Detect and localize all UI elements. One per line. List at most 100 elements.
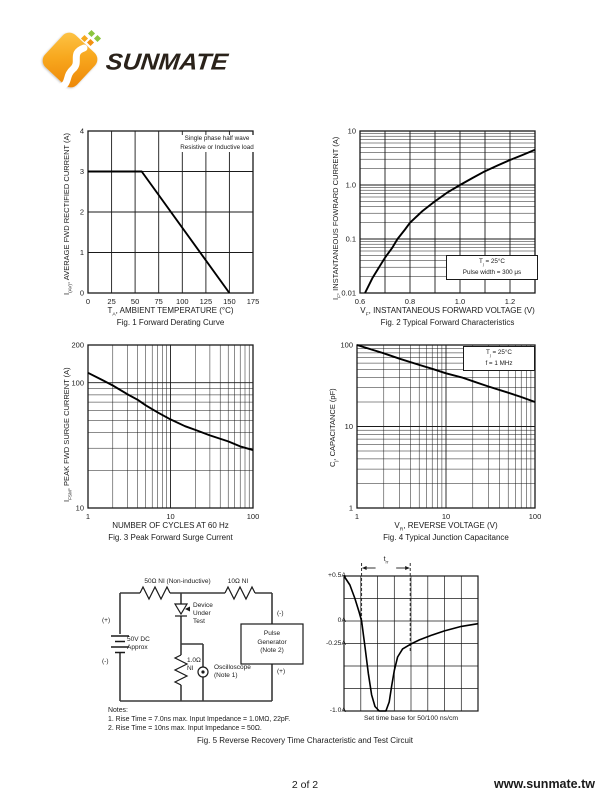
resistor-10ohm-label: 10Ω NI xyxy=(227,578,249,585)
x-tick-label: 150 xyxy=(223,297,236,306)
website-url: www.sunmate.tw xyxy=(494,777,595,791)
y-tick-label: 100 xyxy=(340,341,353,350)
brand-name: SUNMATE xyxy=(104,49,230,75)
plot-border xyxy=(87,130,254,294)
plot-border xyxy=(359,130,536,294)
y-tick-label: 1 xyxy=(349,504,353,513)
test-circuit: 50Ω NI (Non-inductive) 10Ω NI (+) (-) 50… xyxy=(100,560,340,750)
plot-border xyxy=(343,575,479,712)
resistor-50ohm-label: 50Ω NI (Non-inductive) xyxy=(144,578,211,585)
y-tick-label: 0.1 xyxy=(346,235,356,244)
x-tick-label: 25 xyxy=(107,297,115,306)
pulse-generator-box xyxy=(240,623,304,665)
chart-fig4: 1 10 100 100 10 1 Cj, CAPACITANCE (pF) VR, RE… xyxy=(323,339,541,551)
fig4-caption: Fig. 4 Typical Junction Capacitance xyxy=(383,533,509,542)
fig5-caption: Fig. 5 Reverse Recovery Time Characteris… xyxy=(197,736,413,745)
battery-plus-label: (+) xyxy=(102,617,111,624)
y-tick-label: 10 xyxy=(345,422,353,431)
waveform-curve xyxy=(343,575,479,712)
dut-pointer-icon xyxy=(185,606,190,612)
trr-arrowhead-left xyxy=(362,566,367,570)
fig2-y-axis-label: IF, INSTANTANEOUS FOWRARD CURRENT (A) xyxy=(331,136,342,300)
pulse-gen-minus-label: (-) xyxy=(277,610,284,617)
x-tick-label: 1.0 xyxy=(455,297,465,306)
fig3-x-axis-label: NUMBER OF CYCLES AT 60 Hz xyxy=(112,521,229,530)
x-tick-label: 0 xyxy=(86,297,90,306)
series-curve xyxy=(364,148,536,294)
fig1-plot: 0 25 50 75 100 125 150 175 0 1 2 3 4 xyxy=(80,127,260,306)
y-tick-label: 1.0 xyxy=(346,181,356,190)
y-tick-label: 100 xyxy=(71,378,84,387)
recovery-waveform: trr Set time base for 50/100 ns/cm +0.5A… xyxy=(326,556,503,731)
x-tick-label: 0.6 xyxy=(355,297,365,306)
x-tick-label: 0.8 xyxy=(405,297,415,306)
y-tick-label: 10 xyxy=(76,504,84,513)
page-number: 2 of 2 xyxy=(291,779,319,791)
y-tick-label: 200 xyxy=(71,341,84,350)
plot-border xyxy=(356,344,536,509)
x-tick-label: 1.2 xyxy=(505,297,515,306)
battery-symbol xyxy=(111,635,129,654)
chart-fig3: 1 10 100 200 100 10 IFSM, PEAK FWD SURGE CURR… xyxy=(55,339,265,551)
y-tick-label: 0.01 xyxy=(341,289,356,298)
y-tick-label: 0 xyxy=(80,289,84,298)
fig3-caption: Fig. 3 Peak Forward Surge Current xyxy=(108,533,233,542)
trr-arrowhead-right xyxy=(405,566,410,570)
fig3-y-axis-label: IFSM, PEAK FWD SURGE CURRENT (A) xyxy=(62,367,73,502)
series-curve xyxy=(88,170,231,294)
fig2-caption: Fig. 2 Typical Forward Characteristics xyxy=(380,318,515,327)
x-tick-label: 175 xyxy=(247,297,260,306)
resistor-10ohm-symbol xyxy=(224,585,256,601)
logo: SUNMATE xyxy=(36,28,266,98)
oscilloscope-symbol xyxy=(197,666,209,678)
y-tick-label: 3 xyxy=(80,167,84,176)
waveform-y-label: -1.0A xyxy=(329,707,346,714)
x-tick-label: 75 xyxy=(155,297,163,306)
chart-fig1: 0 25 50 75 100 125 150 175 0 1 2 3 4 I(AV), AVERAGE … xyxy=(55,125,267,337)
x-tick-label: 1 xyxy=(86,512,90,521)
series-curve xyxy=(87,371,254,452)
y-tick-label: 2 xyxy=(80,208,84,217)
waveform-y-label: +0.5A xyxy=(328,572,346,579)
pulse-generator-label: Pulse Generator (Note 2) xyxy=(257,630,287,654)
fig2-annotation: Tj = 25°C Pulse width = 300 μs xyxy=(446,255,538,281)
resistor-1ohm-label: 1.0Ω NI xyxy=(187,657,201,672)
battery-minus-label: (-) xyxy=(102,658,109,665)
x-tick-label: 125 xyxy=(200,297,213,306)
fig4-plot: 1 10 100 100 10 1 xyxy=(340,341,541,521)
x-tick-label: 10 xyxy=(166,512,174,521)
plot-border xyxy=(87,344,254,509)
fig1-x-axis-label: TA, AMBIENT TEMPERATURE (°C) xyxy=(107,306,234,318)
fig1-annotation: Single phase half wave Resistive or Indu… xyxy=(167,135,267,152)
fig1-caption: Fig. 1 Forward Derating Curve xyxy=(116,318,225,327)
x-tick-label: 100 xyxy=(176,297,189,306)
waveform-y-label: 0A xyxy=(337,617,346,624)
fig4-y-axis-label: Cj, CAPACITANCE (pF) xyxy=(328,388,339,467)
dut-label: Device Under Test xyxy=(193,602,213,625)
x-tick-label: 100 xyxy=(247,512,260,521)
x-tick-label: 1 xyxy=(355,512,359,521)
circuit-schematic xyxy=(111,585,304,702)
fig4-x-axis-label: VR, REVERSE VOLTAGE (V) xyxy=(394,521,498,533)
trr-label: trr xyxy=(383,556,389,565)
diode-symbol xyxy=(173,603,189,617)
resistor-50ohm-symbol xyxy=(139,585,171,601)
circuit-notes: Notes: 1. Rise Time = 7.0ns max. Input I… xyxy=(108,707,291,732)
fig4-annotation: Tj = 25°C f = 1 MHz xyxy=(463,346,535,372)
fig2-x-axis-label: VF, INSTANTANEOUS FORWARD VOLTAGE (V) xyxy=(360,306,535,318)
pulse-gen-plus-label: (+) xyxy=(277,668,286,675)
waveform-plot xyxy=(343,563,479,712)
logo-s-swirl-icon xyxy=(57,44,88,91)
fig1-y-axis-label: I(AV), AVERAGE FWD RECTIFIED CURRENT (A) xyxy=(62,132,73,295)
y-tick-label: 4 xyxy=(80,127,84,136)
battery-label: 50V DC Approx xyxy=(127,636,150,651)
resistor-1ohm-symbol xyxy=(173,654,189,686)
waveform-caption: Set time base for 50/100 ns/cm xyxy=(363,715,459,722)
fig2-plot: 0.6 0.8 1.0 1.2 10 1.0 0.1 0.01 xyxy=(341,127,536,306)
circuit-wires xyxy=(119,592,273,702)
y-tick-label: 10 xyxy=(348,127,356,136)
y-tick-label: 1 xyxy=(80,248,84,257)
waveform-y-label: -0.25A xyxy=(325,639,346,647)
